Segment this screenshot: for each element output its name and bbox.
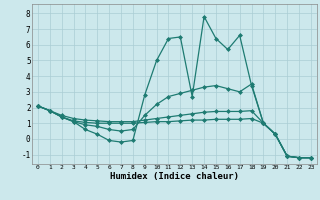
X-axis label: Humidex (Indice chaleur): Humidex (Indice chaleur) bbox=[110, 172, 239, 181]
